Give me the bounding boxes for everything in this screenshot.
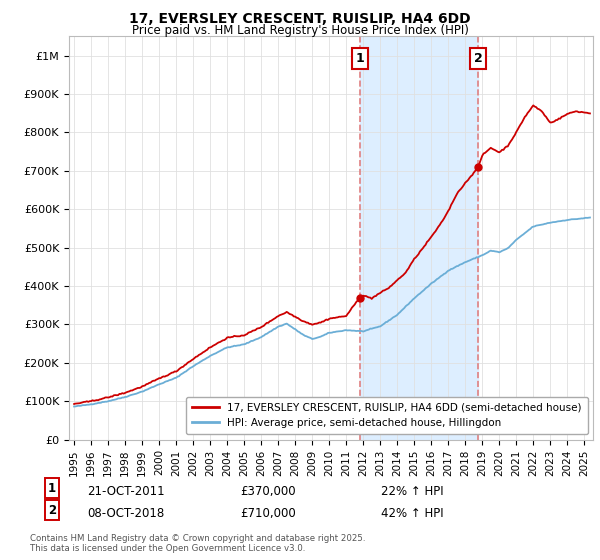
Text: 08-OCT-2018: 08-OCT-2018 [87, 507, 164, 520]
Text: Price paid vs. HM Land Registry's House Price Index (HPI): Price paid vs. HM Land Registry's House … [131, 24, 469, 37]
Text: £710,000: £710,000 [240, 507, 296, 520]
Text: 2: 2 [474, 52, 483, 65]
Bar [360, 36, 478, 440]
Text: 42% ↑ HPI: 42% ↑ HPI [381, 507, 443, 520]
Text: £370,000: £370,000 [240, 485, 296, 498]
Text: 21-OCT-2011: 21-OCT-2011 [87, 485, 164, 498]
Text: 22% ↑ HPI: 22% ↑ HPI [381, 485, 443, 498]
Text: 1: 1 [48, 482, 56, 494]
Text: 2: 2 [48, 503, 56, 516]
Text: 17, EVERSLEY CRESCENT, RUISLIP, HA4 6DD: 17, EVERSLEY CRESCENT, RUISLIP, HA4 6DD [129, 12, 471, 26]
Legend: 17, EVERSLEY CRESCENT, RUISLIP, HA4 6DD (semi-detached house), HPI: Average pric: 17, EVERSLEY CRESCENT, RUISLIP, HA4 6DD … [186, 396, 587, 435]
Text: Contains HM Land Registry data © Crown copyright and database right 2025.
This d: Contains HM Land Registry data © Crown c… [30, 534, 365, 553]
Text: 1: 1 [355, 52, 364, 65]
